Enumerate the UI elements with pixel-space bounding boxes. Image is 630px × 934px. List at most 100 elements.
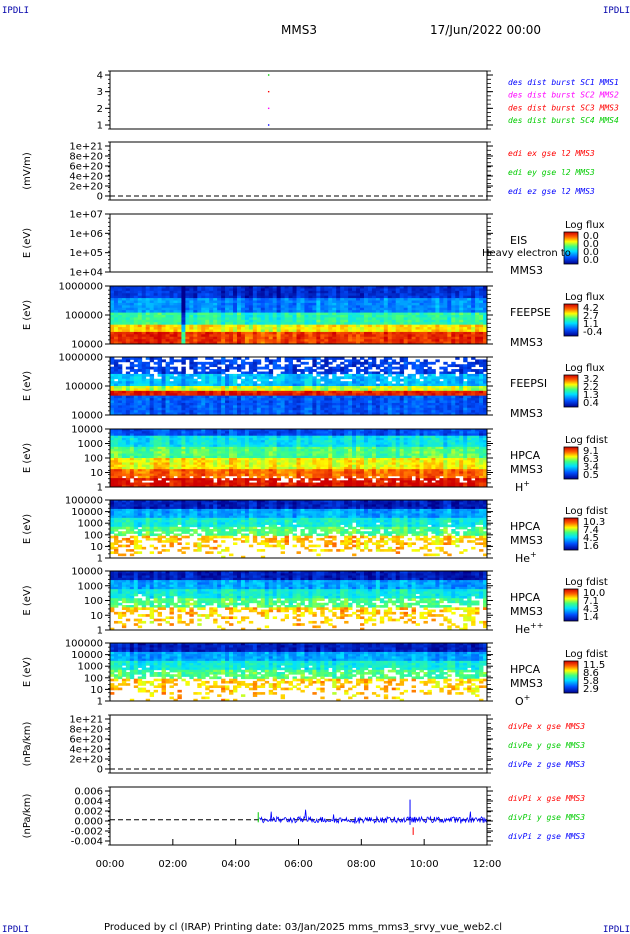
corner-label-top-right: IPDLI <box>603 6 630 16</box>
colorbar-tick-label: 1.3 <box>583 390 599 401</box>
legend-entry: des dist burst SC2 MMS2 <box>508 91 619 100</box>
instrument-label: EIS <box>510 234 527 247</box>
spacecraft-label: MMS3 <box>510 407 543 420</box>
burst-marker <box>267 90 270 93</box>
legend-entry: divPe x gse MMS3 <box>508 722 585 731</box>
y-tick-label: 4e+20 <box>69 745 103 756</box>
y-axis-label: E (eV) <box>22 657 33 687</box>
y-tick-label: 1e+06 <box>69 229 103 240</box>
legend-entry: divPe z gse MMS3 <box>508 760 585 769</box>
panel-frame <box>109 141 488 201</box>
y-tick-label: 2e+20 <box>69 755 103 766</box>
y-tick-label: 0.000 <box>74 817 103 828</box>
time-axis: 00:00 02:00 04:00 06:00 08:00 10:00 12:00 <box>96 839 502 870</box>
spacecraft-label: MMS3 <box>510 463 543 476</box>
y-tick-label: -0.002 <box>71 827 103 838</box>
colorbar <box>563 588 579 622</box>
y-axis-label: E (eV) <box>22 514 33 544</box>
y-tick-label: 8e+20 <box>69 152 103 163</box>
overlay-text: Heavy electron to <box>482 248 571 259</box>
spacecraft-label: MMS3 <box>510 677 543 690</box>
legend-entry: des dist burst SC1 MMS1 <box>508 78 619 87</box>
colorbar <box>563 517 579 551</box>
y-tick-label: 10 <box>90 468 103 479</box>
colorbar <box>563 660 579 694</box>
y-tick-label: 4e+20 <box>69 172 103 183</box>
colorbar-title: Log fdist <box>565 506 608 517</box>
colorbar-tick-label: 1.6 <box>583 541 599 552</box>
page-title-mission: MMS3 <box>281 23 317 37</box>
panel-stack: 1 2 3 4 des dist burst SC1 MMS1 des dist burs… <box>22 70 619 848</box>
legend-entry: divPi x gse MMS3 <box>508 794 585 803</box>
instrument-label: HPCA <box>510 449 541 462</box>
colorbar-tick-label: 4.2 <box>583 303 599 314</box>
legend-entry: edi ez gse l2 MMS3 <box>508 187 595 196</box>
panel-feepsi: 10000 100000 1000000 E (eV) FEEPSI MMS3 Log fl… <box>22 353 605 422</box>
burst-marker <box>267 107 270 110</box>
y-tick-label: 10000 <box>71 411 103 422</box>
colorbar <box>563 374 579 408</box>
colorbar-tick-label: 11.5 <box>583 660 605 671</box>
colorbar-tick-label: 0.0 <box>583 247 599 258</box>
colorbar-tick-label: 1.4 <box>583 612 599 623</box>
series-z-line <box>258 809 487 825</box>
y-tick-label: 2e+20 <box>69 182 103 193</box>
page-title-datetime: 17/Jun/2022 00:00 <box>430 23 541 37</box>
colorbar-tick-label: 8.6 <box>583 668 599 679</box>
footer-text: Produced by cl (IRAP) Printing date: 03/… <box>104 922 502 933</box>
colorbar <box>563 303 579 337</box>
y-tick-label: 10000 <box>71 567 103 578</box>
corner-label-bottom-right: IPDLI <box>603 925 630 934</box>
colorbar-tick-label: 2.7 <box>583 311 599 322</box>
legend-entry: divPi y gse MMS3 <box>508 813 585 822</box>
y-tick-label: 1000 <box>78 581 103 592</box>
colorbar-tick-label: 2.9 <box>583 684 599 695</box>
y-tick-label: 1000000 <box>58 282 103 293</box>
y-tick-label: 0.004 <box>74 797 103 808</box>
y-tick-label: 100 <box>84 596 103 607</box>
colorbar <box>563 446 579 480</box>
y-tick-label: 0 <box>97 765 103 776</box>
corner-label-top-left: IPDLI <box>2 6 29 16</box>
colorbar-tick-label: 3.2 <box>583 374 599 385</box>
y-tick-label: 1e+21 <box>69 715 103 726</box>
y-tick-label: 1000000 <box>58 353 103 364</box>
y-axis-label: E (eV) <box>22 443 33 473</box>
colorbar-tick-label: 0.0 <box>583 255 599 266</box>
instrument-label: HPCA <box>510 520 541 533</box>
burst-marker <box>267 74 270 76</box>
species-label: He++ <box>515 621 543 636</box>
y-tick-label: 10000 <box>71 507 103 518</box>
spacecraft-label: MMS3 <box>510 534 543 547</box>
corner-label-bottom-left: IPDLI <box>2 925 29 934</box>
colorbar-title: Log flux <box>565 292 605 303</box>
colorbar-tick-label: -0.4 <box>583 327 603 338</box>
y-axis-label: E (eV) <box>22 300 33 330</box>
y-tick-label: 100 <box>84 530 103 541</box>
panel-frame <box>109 213 488 273</box>
x-tick-label: 12:00 <box>473 859 502 870</box>
colorbar-tick-label: 0.0 <box>583 231 599 242</box>
y-tick-label: 4 <box>97 71 103 82</box>
instrument-label: HPCA <box>510 591 541 604</box>
panel-eis: 1e+04 1e+05 1e+06 1e+07 E (eV) EIS MMS3 Log flu… <box>22 210 605 279</box>
y-tick-label: 100 <box>84 673 103 684</box>
y-tick-label: 100 <box>84 454 103 465</box>
species-label: He+ <box>515 550 537 565</box>
y-tick-label: 1e+21 <box>69 142 103 153</box>
colorbar-tick-label: 0.0 <box>583 239 599 250</box>
y-axis-label: E (eV) <box>22 228 33 258</box>
y-tick-label: 6e+20 <box>69 735 103 746</box>
y-tick-label: 10000 <box>71 650 103 661</box>
colorbar-title: Log fdist <box>565 577 608 588</box>
legend-entry: des dist burst SC3 MMS3 <box>508 103 619 112</box>
y-tick-label: 10 <box>90 685 103 696</box>
colorbar-tick-label: 0.4 <box>583 398 599 409</box>
y-tick-label: 10000 <box>71 340 103 351</box>
y-tick-label: 8e+20 <box>69 725 103 736</box>
y-tick-label: 100000 <box>65 382 103 393</box>
